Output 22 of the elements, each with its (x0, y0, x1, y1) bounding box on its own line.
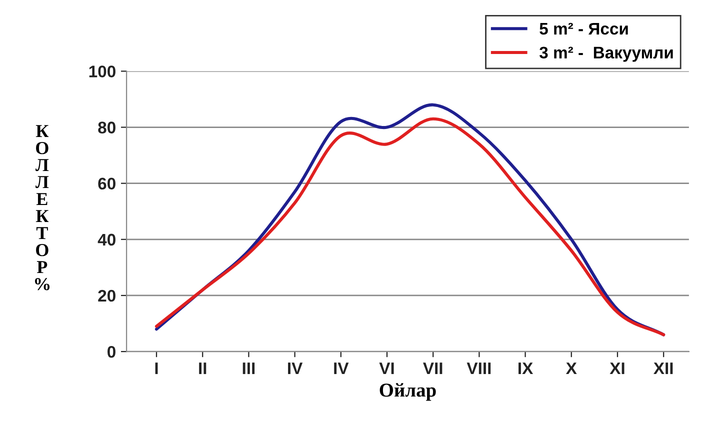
x-tick-label: XII (654, 362, 673, 374)
text: КОЛЛЕКТОР% (35, 125, 50, 290)
x-tick-label: IV (288, 362, 303, 374)
y-tick-label: 100 (89, 66, 116, 78)
y-tick-label: 40 (98, 234, 116, 246)
legend-label: 5 m² - Ясси (540, 22, 628, 35)
x-axis-title: Ойлар (380, 383, 436, 401)
x-tick-label: II (199, 362, 206, 374)
x-tick-label: III (242, 362, 255, 374)
x-tick-label: IV (334, 362, 349, 374)
x-tick-label: IX (518, 362, 534, 374)
y-tick-label: 60 (98, 178, 116, 190)
x-tick-label: X (566, 362, 577, 374)
x-tick-label: VII (423, 362, 442, 374)
x-tick-label: I (155, 362, 158, 374)
legend-label: 3 m² - Вакуумли (540, 46, 673, 62)
y-tick-label: 0 (108, 346, 116, 358)
x-tick-label: VIII (466, 362, 491, 374)
y-tick-label: 20 (98, 290, 116, 302)
x-tick-label: XI (610, 362, 624, 374)
x-tick-label: VI (379, 362, 394, 374)
y-tick-label: 80 (98, 122, 116, 134)
